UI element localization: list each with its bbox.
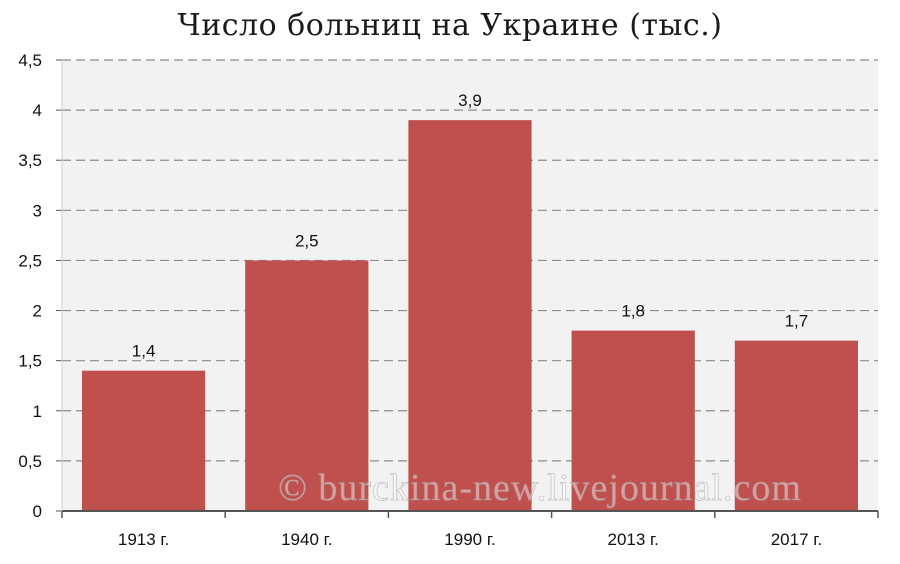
bars <box>81 120 859 511</box>
data-label: 2,5 <box>295 231 319 250</box>
category-label: 1940 г. <box>281 530 332 549</box>
category-label: 2013 г. <box>608 530 659 549</box>
bar <box>245 260 369 511</box>
y-axis-tick-labels: 0 0,5 1 1,5 2 2,5 3 3,5 4 4,5 <box>18 51 62 521</box>
y-tick-label: 1 <box>33 402 42 421</box>
data-label: 1,4 <box>132 342 156 361</box>
y-tick-label: 1,5 <box>18 352 42 371</box>
y-tick-label: 3,5 <box>18 151 42 170</box>
data-label: 1,7 <box>785 312 809 331</box>
bar <box>571 330 695 511</box>
y-tick-label: 4,5 <box>18 51 42 70</box>
watermark: © burckina-new.livejournal.com <box>278 467 802 509</box>
category-label: 1990 г. <box>444 530 495 549</box>
chart-title: Число больниц на Украине (тыс.) <box>177 8 723 43</box>
data-label: 1,8 <box>621 302 645 321</box>
bar <box>408 120 532 511</box>
category-label: 2017 г. <box>771 530 822 549</box>
y-tick-label: 0 <box>33 502 42 521</box>
x-axis-category-labels: 1913 г. 1940 г. 1990 г. 2013 г. 2017 г. <box>118 530 822 549</box>
y-tick-label: 2,5 <box>18 251 42 270</box>
data-label: 3,9 <box>458 91 482 110</box>
bar <box>81 370 206 511</box>
y-tick-label: 4 <box>33 101 42 120</box>
y-tick-label: 0,5 <box>18 452 42 471</box>
bar <box>734 340 859 511</box>
y-tick-label: 3 <box>33 201 42 220</box>
x-axis <box>61 60 879 518</box>
data-labels: 1,4 2,5 3,9 1,8 1,7 <box>132 91 808 361</box>
category-label: 1913 г. <box>118 530 169 549</box>
y-tick-label: 2 <box>33 302 42 321</box>
